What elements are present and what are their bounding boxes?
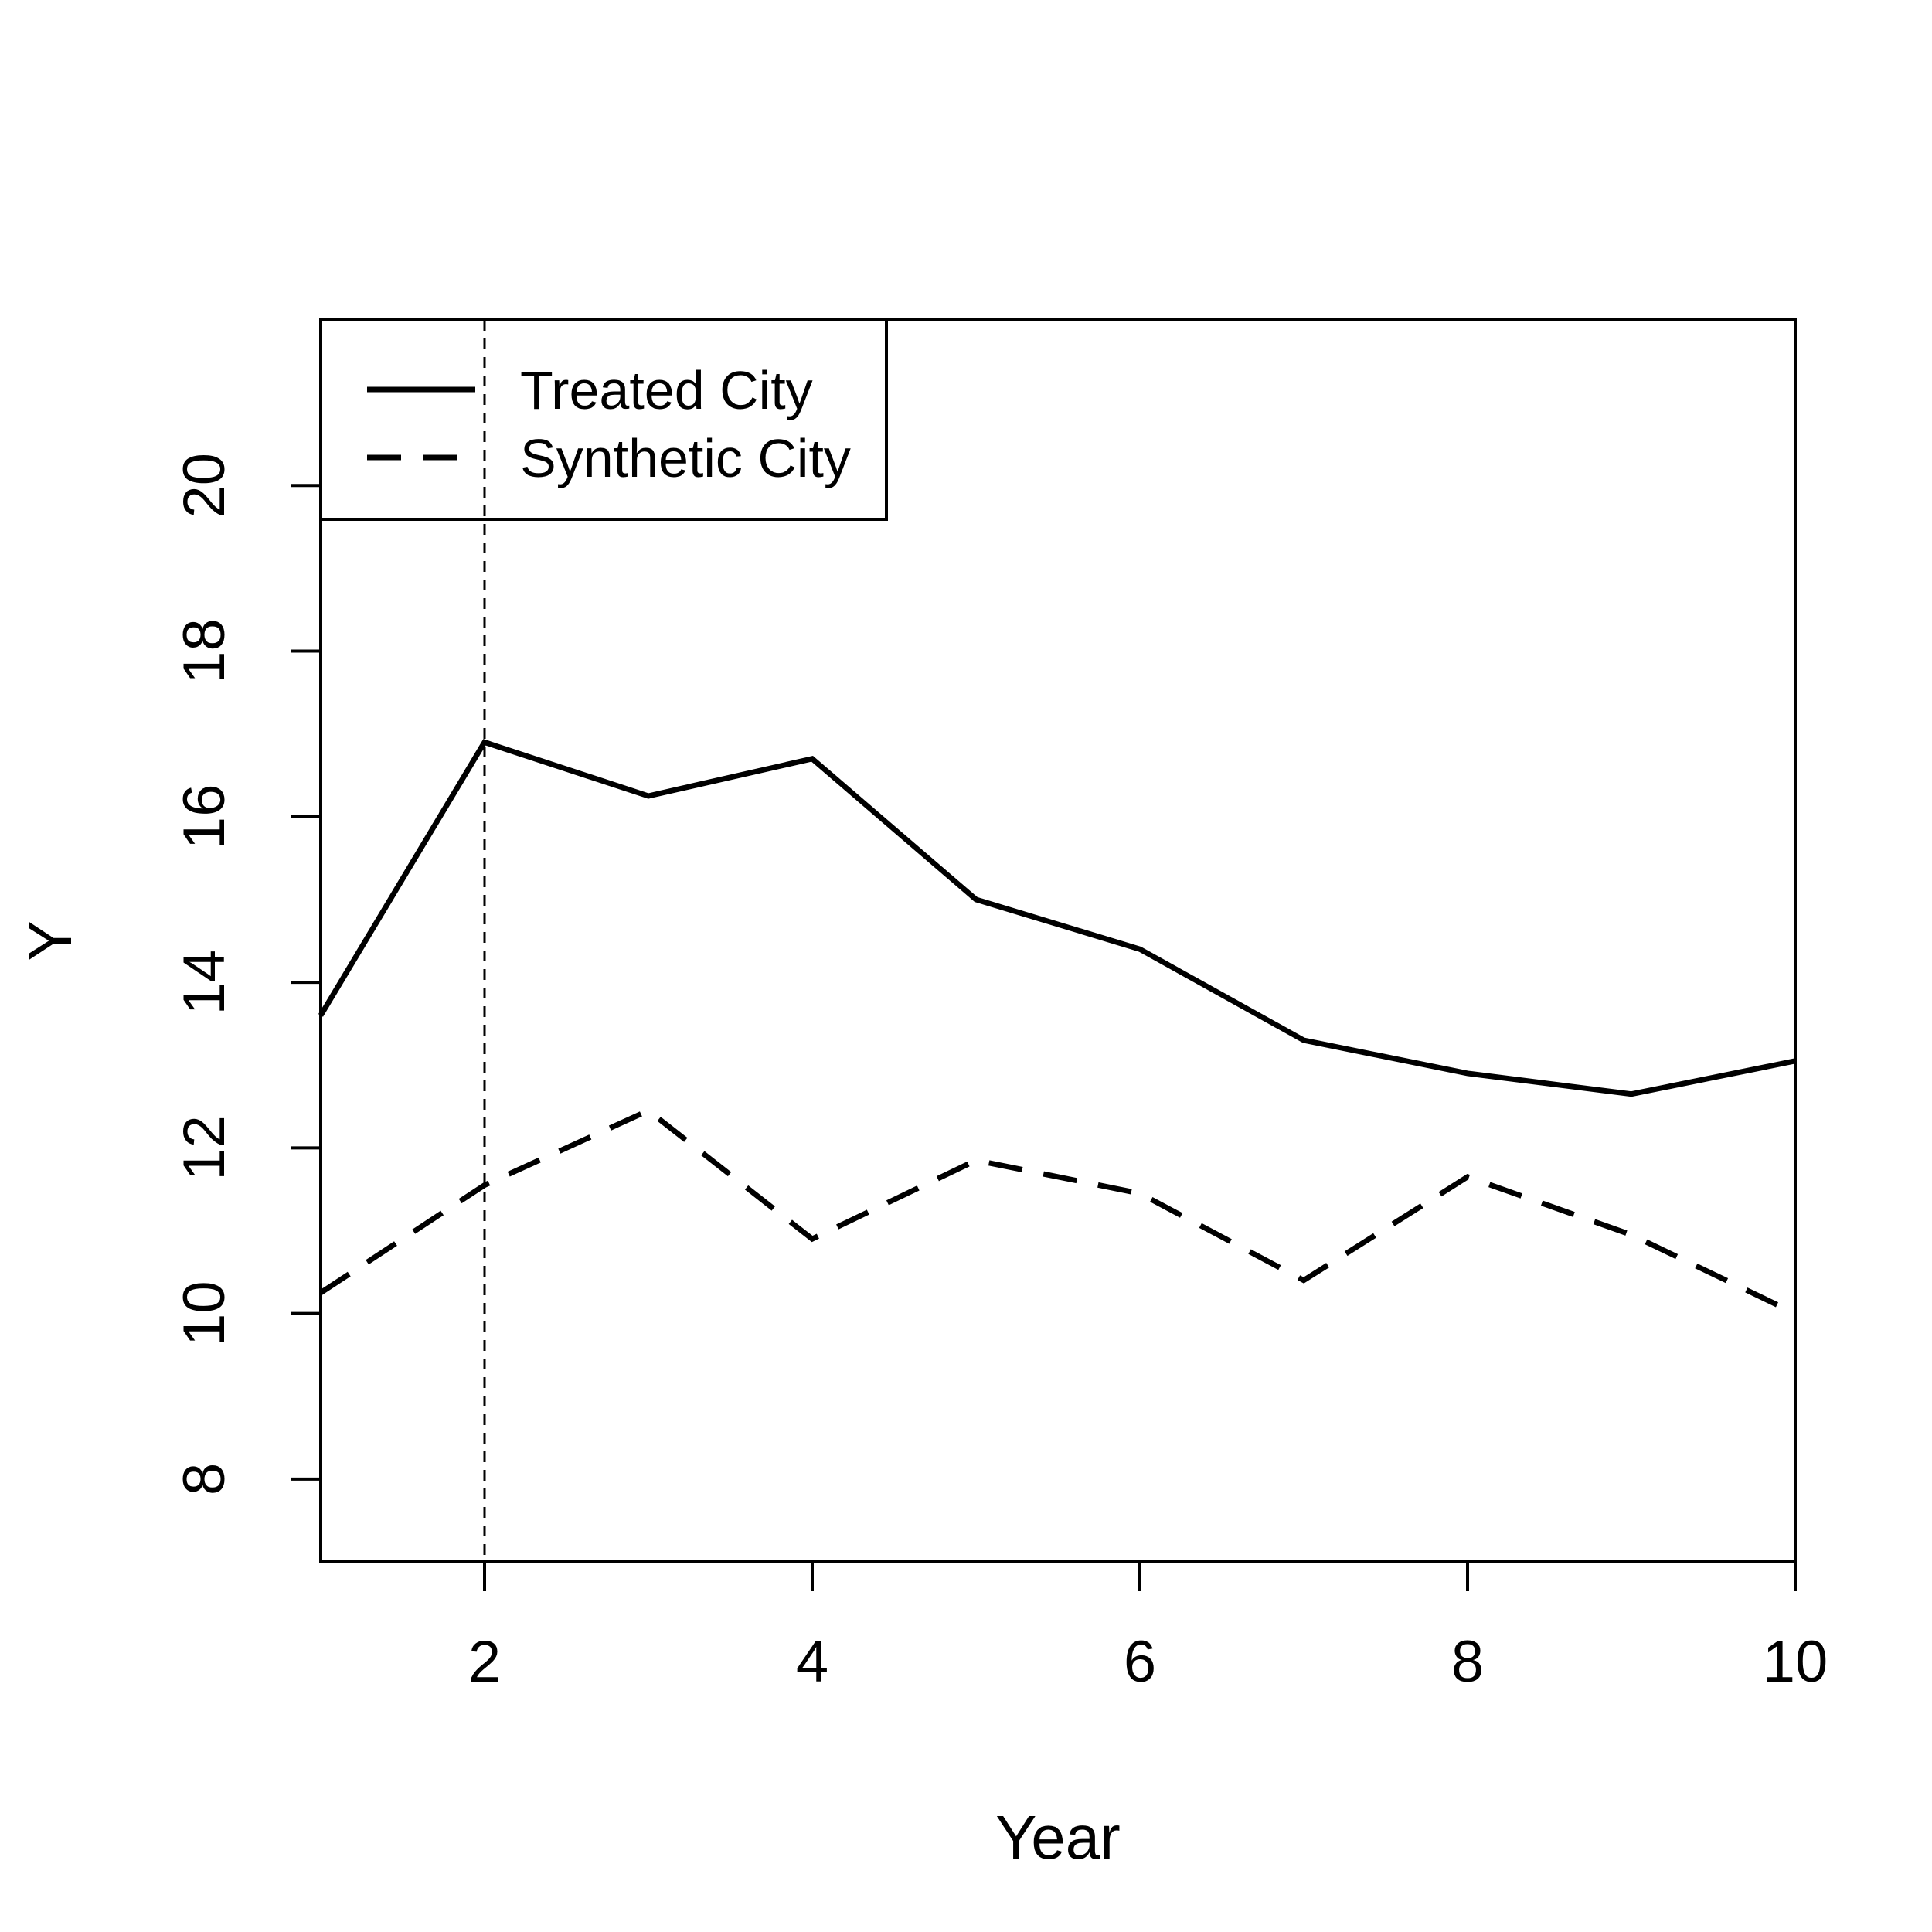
plot-content xyxy=(318,320,1797,1562)
y-tick-label-12: 12 xyxy=(172,1115,237,1181)
y-tick-label-18: 18 xyxy=(172,618,237,684)
y-tick-label-10: 10 xyxy=(172,1281,237,1346)
x-tick-label-2: 2 xyxy=(468,1629,501,1695)
y-axis-title: Y xyxy=(15,920,84,961)
series-line-2 xyxy=(319,1107,1797,1316)
x-tick-label-6: 6 xyxy=(1124,1629,1156,1695)
x-tick-label-10: 10 xyxy=(1763,1629,1828,1695)
y-axis: 8 10 12 14 16 18 20 xyxy=(172,453,322,1495)
x-axis-title: Year xyxy=(995,1803,1121,1872)
y-tick-label-20: 20 xyxy=(172,453,237,519)
y-tick-label-8: 8 xyxy=(172,1463,237,1495)
legend: Treated City Synthetic City xyxy=(319,318,888,521)
legend-box xyxy=(319,318,888,521)
legend-label-2: Synthetic City xyxy=(520,428,851,488)
x-axis: 2 4 6 8 10 xyxy=(468,1560,1828,1695)
legend-label-1: Treated City xyxy=(520,360,813,420)
x-tick-label-4: 4 xyxy=(796,1629,828,1695)
y-tick-label-14: 14 xyxy=(172,950,237,1015)
x-tick-label-8: 8 xyxy=(1451,1629,1484,1695)
series-line-1 xyxy=(318,739,1796,1097)
y-tick-label-16: 16 xyxy=(172,784,237,850)
